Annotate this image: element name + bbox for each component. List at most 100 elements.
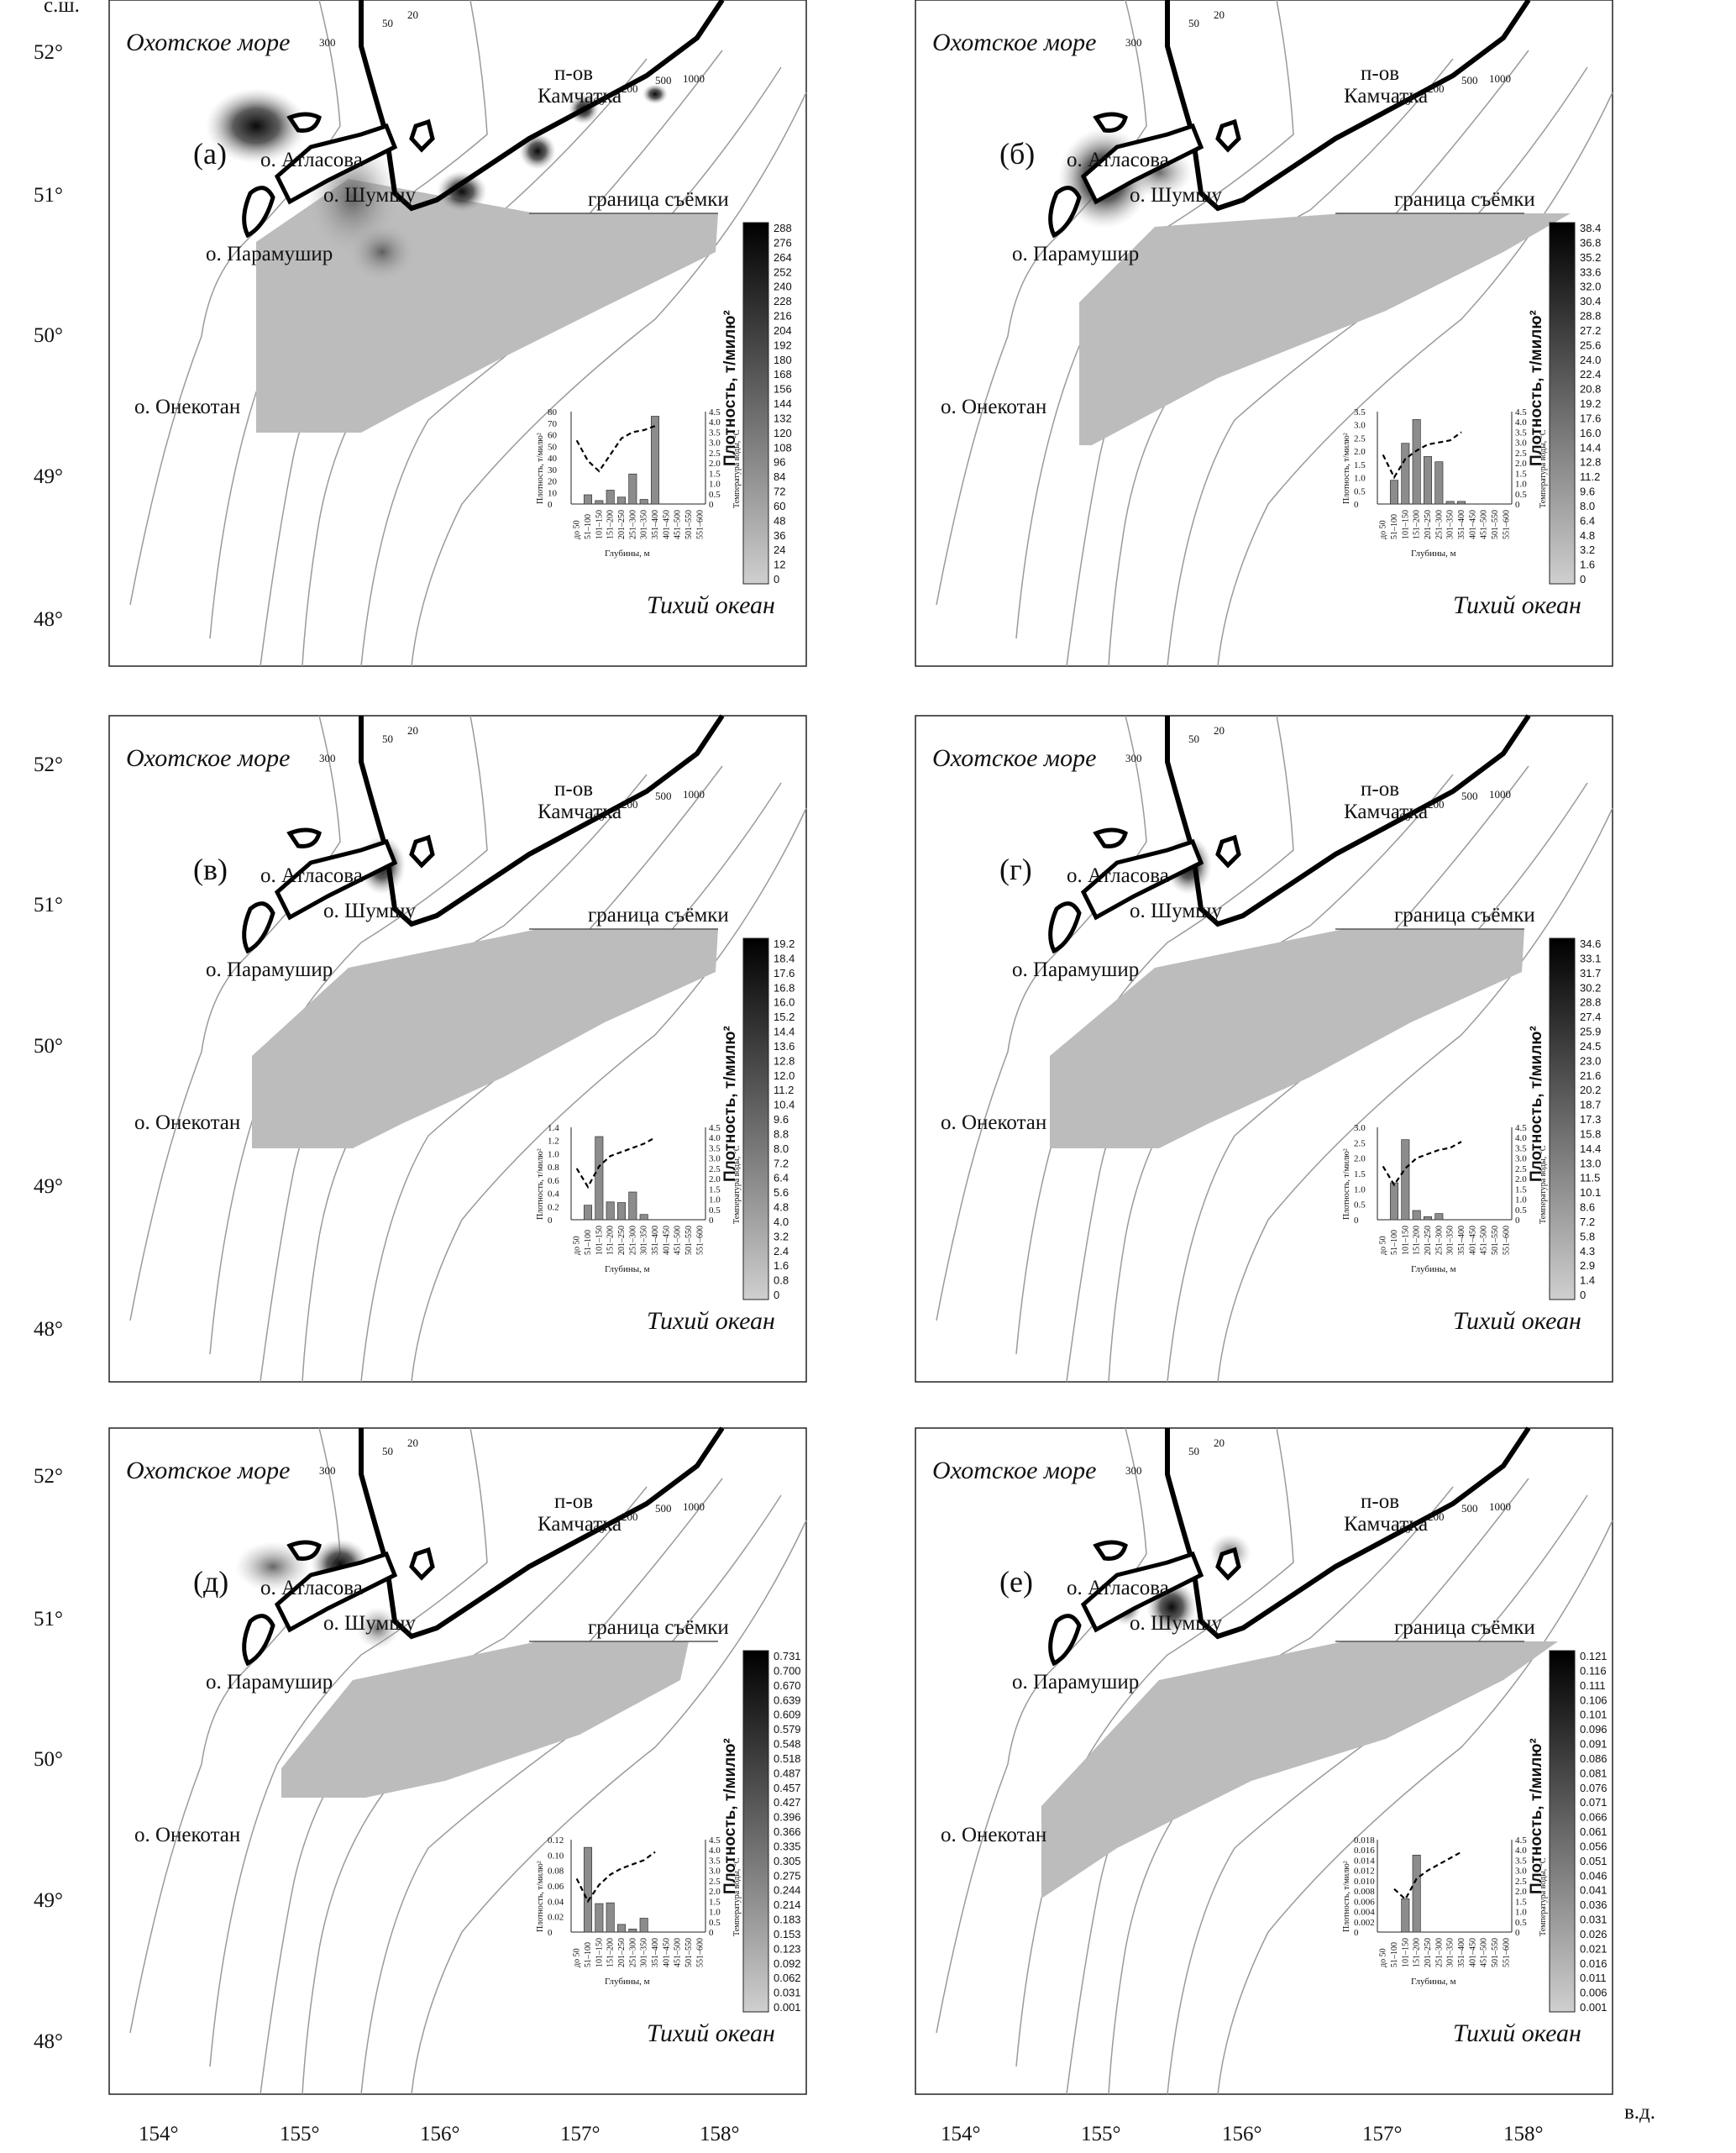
colorbar-value: 24.5 bbox=[1580, 1040, 1601, 1053]
inset-bar bbox=[1401, 443, 1410, 505]
paramushir-label: о. Парамушир bbox=[206, 958, 333, 981]
inset-bar bbox=[639, 1918, 648, 1933]
inset-ytick: 0.004 bbox=[1354, 1908, 1375, 1918]
inset-temp-tick: 0 bbox=[1515, 1216, 1520, 1226]
colorbar-value: 1.6 bbox=[774, 1259, 789, 1272]
isobath-value: 100 bbox=[588, 95, 605, 108]
isobath bbox=[1167, 66, 1588, 667]
kamchatka-label-line1: п-ов bbox=[554, 778, 593, 801]
inset-bar bbox=[616, 1924, 627, 1933]
inset-xtick: 401–450 bbox=[662, 1938, 671, 1967]
inset-xtick: 451–500 bbox=[674, 1226, 683, 1255]
inset-temp-tick: 3.5 bbox=[1515, 1143, 1527, 1153]
density-patch bbox=[642, 84, 668, 104]
isobath-value: 50 bbox=[382, 733, 393, 745]
colorbar-value: 0.056 bbox=[1580, 1840, 1608, 1852]
inset-ytick: 3.0 bbox=[1354, 1123, 1366, 1133]
colorbar-value: 14.4 bbox=[1580, 441, 1601, 454]
inset-xtick: 301–350 bbox=[1446, 510, 1455, 539]
colorbar-value: 0.096 bbox=[1580, 1723, 1608, 1736]
colorbar-value: 3.2 bbox=[774, 1230, 789, 1242]
density-patch bbox=[519, 133, 556, 170]
paramushir-label: о. Парамушир bbox=[1012, 243, 1139, 265]
inset-temp-tick: 4.0 bbox=[709, 1133, 721, 1143]
colorbar-value: 0.006 bbox=[1580, 1987, 1608, 1999]
inset-temp-tick: 4.0 bbox=[709, 1846, 721, 1856]
inset-temp-tick: 0.5 bbox=[709, 490, 721, 500]
density-patch bbox=[206, 88, 307, 164]
inset-temp-tick: 4.5 bbox=[709, 1835, 721, 1846]
inset-ytick: 0.5 bbox=[1354, 486, 1366, 496]
inset-temp-tick: 1.0 bbox=[1515, 1195, 1527, 1205]
inset-temp-tick: 2.5 bbox=[709, 1877, 721, 1887]
atlasova-label: о. Атласова bbox=[260, 149, 363, 171]
kamchatka-label-line2: Камчатка bbox=[538, 1513, 621, 1536]
colorbar-value: 31.7 bbox=[1580, 967, 1601, 979]
colorbar-value: 4.8 bbox=[1580, 529, 1595, 542]
map-panel: граница съёмки Охотское море Тихий океан п-… bbox=[108, 0, 807, 667]
inset-xtick: 101–150 bbox=[1401, 510, 1410, 539]
inset-ytick: 0.8 bbox=[548, 1163, 559, 1173]
isobath-value: 50 bbox=[382, 17, 393, 29]
atlasova-island bbox=[1093, 112, 1128, 133]
inset-ytick: 0.008 bbox=[1354, 1887, 1375, 1897]
isobath bbox=[129, 0, 341, 606]
inset-temp-tick: 1.0 bbox=[1515, 480, 1527, 490]
inset-bar bbox=[1412, 1210, 1421, 1221]
inset-bar bbox=[1401, 1898, 1410, 1933]
onekotan-label: о. Онекотан bbox=[134, 1824, 240, 1846]
inset-xtick: 51–100 bbox=[584, 1230, 593, 1255]
lon-tick: 156° bbox=[420, 2123, 460, 2145]
colorbar-value: 0.305 bbox=[774, 1855, 801, 1867]
isobath bbox=[1217, 807, 1613, 1383]
colorbar-value: 0.076 bbox=[1580, 1782, 1608, 1794]
colorbar-value: 13.0 bbox=[1580, 1157, 1601, 1169]
inset-temp-tick: 2.5 bbox=[709, 449, 721, 459]
colorbar-value: 288 bbox=[774, 222, 792, 234]
inset-xtick: до 50 bbox=[1379, 1948, 1388, 1967]
lat-tick: 50° bbox=[34, 1748, 63, 1771]
inset-xtick: 351–400 bbox=[1457, 510, 1466, 539]
inset-xtick: до 50 bbox=[573, 1236, 582, 1255]
inset-ylabel-left: Плотность, т/милю² bbox=[536, 1861, 545, 1932]
inset-chart: 00.51.01.52.02.53.03.500.51.01.52.02.53.… bbox=[1342, 407, 1548, 559]
kamchatka-label-line1: п-ов bbox=[1361, 1490, 1399, 1513]
lon-ticks-left: 154° 155° 156° 157° 158° bbox=[139, 2123, 740, 2145]
inset-ytick: 1.0 bbox=[548, 1149, 559, 1159]
inset-ylabel-right: Температура воды, °С bbox=[732, 1857, 742, 1936]
colorbar-value: 0.700 bbox=[774, 1664, 801, 1677]
lat-tick: 49° bbox=[34, 465, 63, 488]
inset-ylabel-right: Температура воды, °С bbox=[732, 1145, 742, 1224]
inset-xtick: 551–600 bbox=[1502, 1226, 1511, 1255]
inset-bar bbox=[1434, 461, 1444, 505]
inset-bar bbox=[616, 1202, 627, 1221]
inset-xtick: 451–500 bbox=[674, 1938, 683, 1967]
colorbar-value: 0.011 bbox=[1580, 1972, 1607, 1984]
inset-xtick: 401–450 bbox=[662, 1226, 671, 1255]
colorbar-value: 7.2 bbox=[774, 1157, 789, 1169]
colorbar-value: 0.731 bbox=[774, 1650, 801, 1662]
colorbar-value: 0.116 bbox=[1580, 1664, 1607, 1677]
kamchatka-coast bbox=[359, 0, 725, 212]
inset-xtick: 551–600 bbox=[695, 510, 705, 539]
inset-xlabel: Глубины, м bbox=[1411, 1977, 1456, 1987]
sea-okhotsk-label: Охотское море bbox=[126, 29, 290, 56]
colorbar-value: 8.0 bbox=[1580, 500, 1595, 512]
lat-ticks-row1: 52° 51° 50° 49° 48° bbox=[34, 41, 63, 631]
colorbar-value: 0.081 bbox=[1580, 1767, 1608, 1779]
colorbar-value: 8.0 bbox=[774, 1142, 789, 1155]
inset-temp-tick: 2.0 bbox=[1515, 1887, 1527, 1897]
kamchatka-label-line2: Камчатка bbox=[1344, 85, 1428, 108]
inset-xtick: 151–200 bbox=[1413, 510, 1422, 539]
survey-border-label: граница съёмки bbox=[1394, 904, 1535, 927]
inset-temp-tick: 4.5 bbox=[1515, 1123, 1527, 1133]
isobath-value: 500 bbox=[1461, 74, 1478, 87]
inset-xtick: 101–150 bbox=[595, 1226, 604, 1255]
inset-temp-tick: 4.5 bbox=[709, 407, 721, 417]
colorbar-value: 24.0 bbox=[1580, 354, 1601, 366]
survey-border-label: граница съёмки bbox=[588, 1616, 729, 1639]
inset-bar bbox=[1389, 1182, 1399, 1221]
kamchatka-label-line2: Камчатка bbox=[538, 85, 621, 108]
lat-tick: 52° bbox=[34, 1465, 63, 1488]
inset-xlabel: Глубины, м bbox=[605, 1977, 650, 1987]
